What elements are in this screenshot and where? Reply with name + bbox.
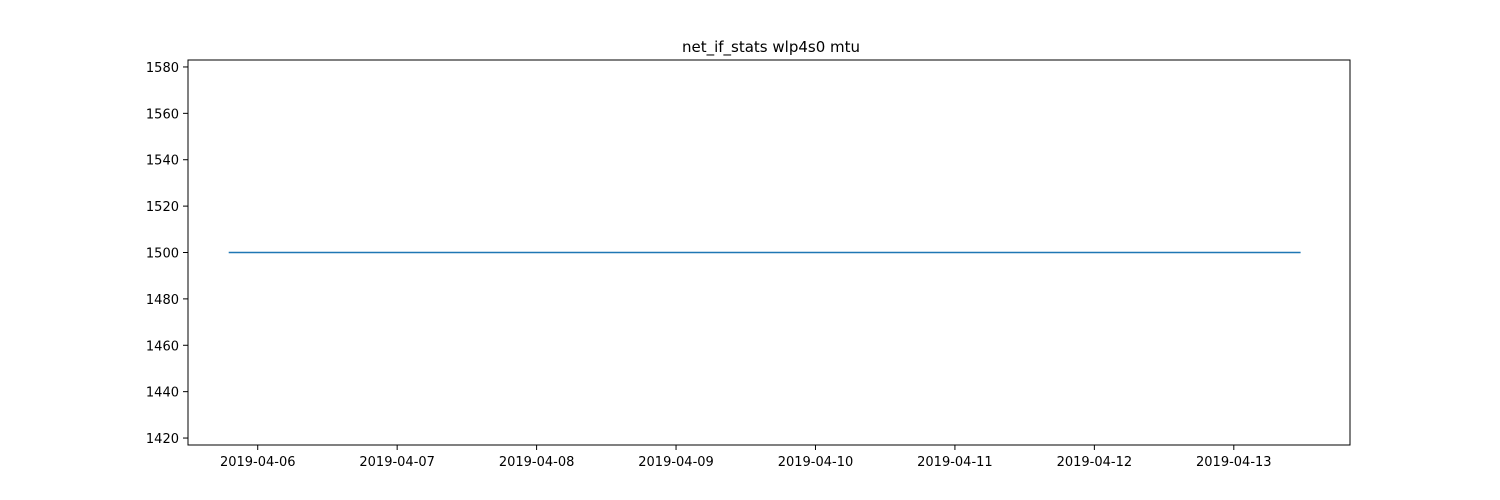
- y-tick-label: 1580: [146, 61, 179, 76]
- x-tick-label: 2019-04-08: [499, 455, 575, 470]
- x-tick-label: 2019-04-07: [359, 455, 435, 470]
- x-tick-label: 2019-04-06: [220, 455, 296, 470]
- y-tick-label: 1480: [146, 293, 179, 308]
- x-tick-label: 2019-04-12: [1057, 455, 1133, 470]
- y-tick-label: 1460: [146, 339, 179, 354]
- y-tick-label: 1520: [146, 200, 179, 215]
- y-tick-label: 1440: [146, 386, 179, 401]
- x-tick-label: 2019-04-10: [778, 455, 854, 470]
- y-axis: 1420 1440 1460 1480 1500 1520 1540 1560 1580: [146, 61, 188, 447]
- x-tick-label: 2019-04-11: [917, 455, 993, 470]
- x-axis: 2019-04-06 2019-04-07 2019-04-08 2019-04-09…: [220, 445, 1272, 470]
- y-tick-label: 1540: [146, 154, 179, 169]
- y-tick-label: 1500: [146, 247, 179, 262]
- y-tick-label: 1420: [146, 432, 179, 447]
- chart-title: net_if_stats wlp4s0 mtu: [682, 38, 860, 57]
- y-tick-label: 1560: [146, 107, 179, 122]
- x-tick-label: 2019-04-13: [1196, 455, 1272, 470]
- x-tick-label: 2019-04-09: [638, 455, 714, 470]
